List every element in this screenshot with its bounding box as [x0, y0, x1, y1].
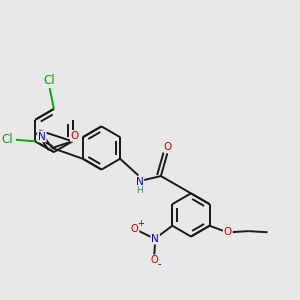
Text: O: O: [131, 224, 139, 234]
Text: O: O: [150, 255, 158, 265]
Text: O: O: [71, 131, 79, 141]
Text: Cl: Cl: [1, 133, 13, 146]
Text: O: O: [164, 142, 172, 152]
Text: N: N: [151, 234, 159, 244]
Text: N: N: [38, 131, 46, 142]
Text: H: H: [136, 186, 143, 195]
Text: O: O: [224, 227, 232, 237]
Text: N: N: [136, 177, 143, 187]
Text: +: +: [137, 219, 144, 228]
Text: -: -: [158, 260, 161, 269]
Text: Cl: Cl: [44, 74, 55, 87]
